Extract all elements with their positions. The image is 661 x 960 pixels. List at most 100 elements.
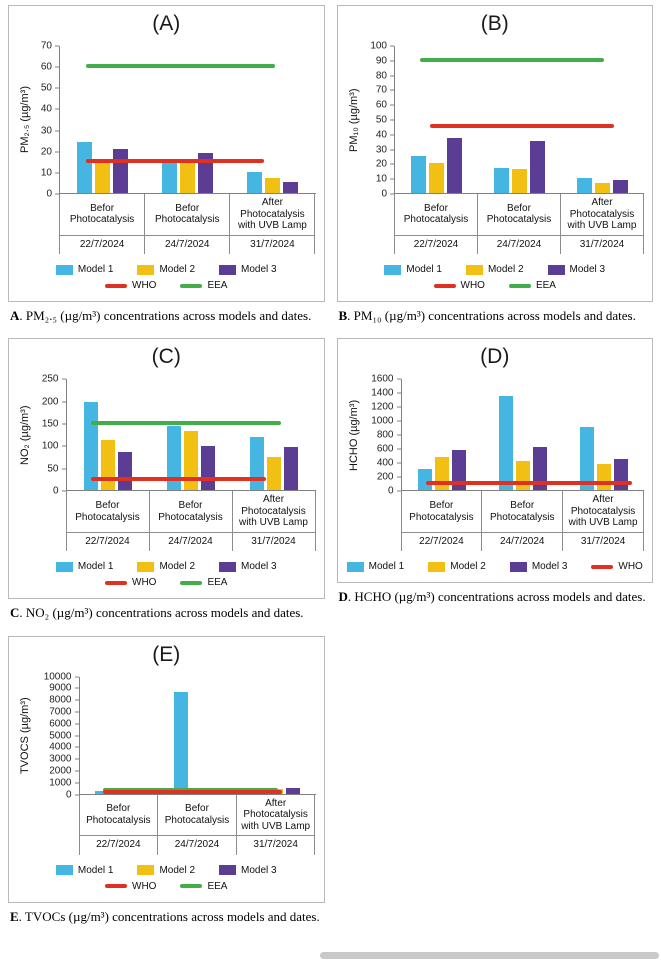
chart-plot-region: HCHO (µg/m³) 0 200 400 600 800 1000 1200 1400 160… [346, 374, 644, 552]
y-axis-title: NO₂ (µg/m³) [19, 405, 31, 466]
x-date-label: 24/7/2024 [482, 531, 564, 552]
bar-model2 [267, 456, 281, 491]
bar-model2 [101, 439, 115, 491]
y-tick-mark [74, 687, 79, 689]
bar-group-22/7/2024 [80, 677, 159, 794]
y-tick-mark [396, 406, 401, 408]
legend-label: EEA [207, 577, 228, 589]
bar-swatch [137, 561, 155, 572]
bar-model1 [498, 395, 513, 491]
legend-row: Model 1 Model 2 Model 3 [55, 864, 277, 876]
plot-column: Befor Photocatalysis Befor Photocatalysis… [400, 379, 644, 552]
y-tick-mark [390, 89, 394, 91]
x-category-label: After Photocatalysis with UVB Lamp [237, 794, 316, 835]
bar-model2 [180, 161, 196, 193]
chart-panel-A: (A) PM₂.₅ (µg/m³) 0 10 20 30 40 50 60 70 Befor Pho… [8, 5, 325, 338]
y-tick-label: 0 [46, 188, 52, 200]
y-tick-mark [390, 193, 394, 195]
bar-model2 [515, 460, 530, 491]
legend-label: Model 1 [77, 864, 114, 876]
x-date-label: 24/7/2024 [478, 234, 561, 254]
bar-model1 [162, 161, 178, 193]
legend-item-model-3: Model 3 [219, 865, 277, 876]
bar-group-22/7/2024 [67, 379, 150, 491]
plot-column: Befor Photocatalysis Befor Photocatalysis… [394, 46, 644, 254]
y-tick-label: 9000 [49, 682, 72, 694]
y-tick-mark [74, 770, 79, 772]
x-category-label: Befor Photocatalysis [158, 794, 237, 835]
ref-line-eea [85, 64, 275, 69]
x-category-label: Befor Photocatalysis [145, 194, 231, 235]
legend-item-model-3: Model 3 [219, 264, 277, 275]
legend-item-model-3: Model 3 [219, 561, 277, 572]
bar-model1 [250, 437, 264, 491]
legend-item-model-2: Model 2 [137, 561, 195, 572]
y-tick-mark [74, 711, 79, 713]
x-category-label: Befor Photocatalysis [482, 491, 564, 532]
chart-plot-region: PM₂.₅ (µg/m³) 0 10 20 30 40 50 60 70 Befor Photoc… [17, 41, 316, 254]
legend-label: Model 3 [531, 561, 568, 573]
y-tick-label: 30 [375, 144, 387, 156]
bar-swatch [137, 865, 155, 875]
y-tick-label: 400 [376, 457, 394, 469]
legend-item-eea: EEA [180, 881, 227, 892]
y-tick-mark [74, 735, 79, 736]
y-tick-label: 70 [40, 40, 52, 52]
x-date-label: 31/7/2024 [232, 531, 316, 552]
caption-text: . TVOCs (µg/m³) concentrations across mo… [18, 908, 320, 924]
bar-group-24/7/2024 [145, 46, 230, 193]
y-tick-label: 0 [387, 485, 394, 497]
caption-text: . PM₁₀ (µg/m³) concentrations across mod… [347, 308, 636, 323]
bar-model1 [417, 469, 432, 491]
x-category-label: After Photocatalysis with UVB Lamp [563, 491, 644, 532]
bar-group-24/7/2024 [478, 46, 561, 193]
bar-model2 [512, 169, 527, 193]
y-tick-label: 6000 [49, 718, 72, 730]
y-tick-label: 40 [40, 103, 52, 115]
legend-label: Model 2 [159, 264, 196, 275]
bar-model1 [167, 426, 181, 491]
y-tick-mark [396, 448, 401, 450]
x-date-label: 24/7/2024 [158, 835, 237, 855]
x-category-label: Befor Photocatalysis [402, 491, 483, 532]
chart-title-E: (E) [152, 642, 181, 666]
legend-label: WHO [618, 561, 643, 573]
y-tick-label: 60 [40, 61, 52, 73]
x-axis-labels: Befor Photocatalysis Befor Photocatalysis… [394, 194, 644, 254]
y-tick-mark [390, 149, 394, 151]
legend-item-model-2: Model 2 [465, 264, 524, 275]
y-tick-label: 10 [375, 173, 387, 185]
y-tick-label: 4000 [49, 741, 72, 753]
chart-box-E: (E) TVOCS (µg/m³) 0 1000 2000 3000 4000 5000 600… [8, 635, 325, 903]
y-tick-mark [396, 420, 401, 422]
y-tick-mark [55, 130, 59, 132]
legend-label: Model 1 [406, 264, 442, 275]
y-tick-label: 20 [375, 158, 387, 170]
bar-model1 [411, 156, 426, 193]
y-tick-mark [74, 746, 79, 748]
legend-label: Model 2 [487, 264, 524, 275]
y-tick-label: 5000 [49, 730, 72, 741]
chart-box-D: (D) HCHO (µg/m³) 0 200 400 600 800 1000 1200 1400… [336, 338, 653, 584]
y-axis-title: PM₂.₅ (µg/m³) [19, 86, 31, 154]
legend-label: WHO [132, 280, 157, 291]
caption-text: . NO₂ (µg/m³) concentrations across mode… [19, 605, 304, 621]
y-tick-label: 1200 [371, 401, 394, 413]
bar-model3 [530, 141, 545, 193]
x-date-label: 24/7/2024 [145, 234, 231, 254]
y-tick-mark [396, 392, 401, 394]
bar-model3 [613, 458, 628, 491]
y-tick-label: 600 [376, 443, 394, 455]
horizontal-scrollbar-thumb[interactable] [320, 952, 659, 959]
y-tick-label: 60 [375, 99, 387, 111]
ref-line-who [103, 789, 283, 794]
y-tick-label: 90 [375, 55, 387, 67]
bar-model1 [494, 167, 509, 193]
y-tick-label: 3000 [49, 753, 72, 765]
x-date-label: 31/7/2024 [230, 234, 316, 254]
chart-panel-B: (B) PM₁₀ (µg/m³) 0 10 20 30 40 50 60 70 80 90 100 Bef… [336, 5, 653, 338]
y-tick-mark [390, 75, 394, 77]
y-axis-ticks: 0 50 100 150 200 250 [33, 374, 66, 497]
bar-swatch [547, 264, 565, 275]
